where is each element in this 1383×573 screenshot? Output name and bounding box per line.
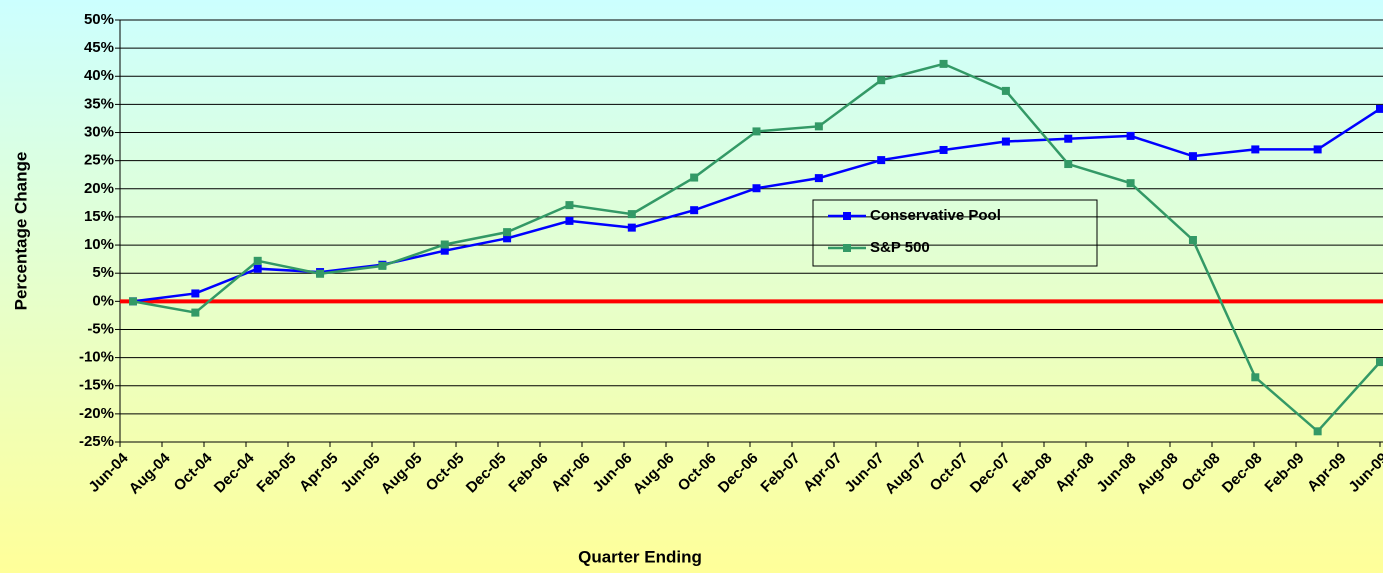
y-tick-label: 5% bbox=[92, 264, 114, 281]
marker bbox=[1376, 358, 1383, 367]
marker bbox=[253, 256, 262, 265]
legend-label: Conservative Pool bbox=[870, 207, 1001, 224]
x-tick-label: Jun-06 bbox=[589, 450, 635, 496]
marker bbox=[690, 173, 699, 182]
x-tick-label: Feb-06 bbox=[505, 450, 551, 496]
x-tick-label: Oct-06 bbox=[675, 450, 720, 495]
x-tick-label: Feb-05 bbox=[253, 450, 299, 496]
marker bbox=[939, 59, 948, 68]
legend: Conservative Pool S&P 500 bbox=[812, 199, 1098, 267]
marker bbox=[1064, 134, 1073, 143]
x-tick-label: Jun-09 bbox=[1345, 450, 1383, 496]
x-tick-label: Dec-07 bbox=[967, 450, 1014, 497]
y-tick-label: -25% bbox=[79, 433, 114, 450]
marker bbox=[1001, 137, 1010, 146]
marker bbox=[627, 210, 636, 219]
y-tick-label: 25% bbox=[84, 152, 114, 169]
marker bbox=[1251, 373, 1260, 382]
marker bbox=[627, 223, 636, 232]
marker bbox=[814, 174, 823, 183]
marker bbox=[565, 201, 574, 210]
legend-marker bbox=[843, 212, 851, 220]
x-tick-label: Aug-07 bbox=[882, 450, 930, 498]
x-tick-label: Feb-08 bbox=[1009, 450, 1055, 496]
marker bbox=[191, 289, 200, 298]
marker bbox=[503, 234, 512, 243]
marker bbox=[1126, 131, 1135, 140]
y-tick-label: -5% bbox=[87, 320, 114, 337]
y-tick-label: -10% bbox=[79, 349, 114, 366]
marker bbox=[752, 127, 761, 136]
y-tick-label: -20% bbox=[79, 405, 114, 422]
marker bbox=[877, 76, 886, 85]
x-tick-label: Jun-04 bbox=[85, 449, 132, 496]
y-tick-label: 45% bbox=[84, 39, 114, 56]
x-tick-label: Apr-09 bbox=[1304, 450, 1350, 496]
marker bbox=[378, 261, 387, 270]
x-tick-label: Oct-05 bbox=[423, 450, 468, 495]
marker bbox=[1064, 160, 1073, 169]
x-tick-label: Jun-08 bbox=[1093, 450, 1139, 496]
y-tick-label: 0% bbox=[92, 292, 114, 309]
y-tick-label: 40% bbox=[84, 67, 114, 84]
x-tick-label: Aug-08 bbox=[1134, 450, 1182, 498]
x-tick-label: Aug-05 bbox=[378, 450, 426, 498]
marker bbox=[1376, 104, 1383, 113]
x-tick-label: Dec-08 bbox=[1219, 450, 1266, 497]
y-tick-label: -15% bbox=[79, 377, 114, 394]
x-tick-label: Oct-07 bbox=[927, 450, 972, 495]
y-tick-label: 30% bbox=[84, 124, 114, 141]
y-tick-label: 35% bbox=[84, 95, 114, 112]
x-tick-label: Oct-08 bbox=[1179, 450, 1224, 495]
series-line bbox=[132, 62, 1381, 434]
marker bbox=[253, 264, 262, 273]
x-tick-label: Jun-05 bbox=[337, 450, 383, 496]
marker bbox=[191, 308, 200, 317]
x-tick-label: Dec-05 bbox=[463, 450, 510, 497]
x-tick-label: Aug-04 bbox=[126, 449, 174, 497]
marker bbox=[814, 122, 823, 131]
x-tick-label: Dec-04 bbox=[211, 449, 258, 496]
x-tick-label: Feb-07 bbox=[757, 450, 803, 496]
marker bbox=[129, 297, 137, 306]
marker bbox=[1313, 427, 1322, 436]
marker bbox=[503, 228, 512, 237]
x-tick-label: Apr-08 bbox=[1052, 450, 1098, 496]
marker bbox=[1188, 152, 1197, 161]
x-tick-label: Feb-09 bbox=[1261, 450, 1307, 496]
x-tick-label: Apr-06 bbox=[548, 450, 594, 496]
marker bbox=[1001, 86, 1010, 95]
marker bbox=[752, 184, 761, 193]
marker bbox=[690, 206, 699, 215]
x-tick-label: Aug-06 bbox=[630, 450, 678, 498]
y-tick-label: 15% bbox=[84, 208, 114, 225]
legend-label: S&P 500 bbox=[870, 239, 930, 256]
marker bbox=[440, 246, 449, 255]
y-tick-label: 10% bbox=[84, 236, 114, 253]
y-axis-label: Percentage Change bbox=[11, 152, 30, 311]
x-tick-label: Dec-06 bbox=[715, 450, 762, 497]
marker bbox=[1126, 179, 1135, 188]
y-tick-label: 50% bbox=[84, 11, 114, 28]
marker bbox=[939, 145, 948, 154]
x-tick-label: Apr-05 bbox=[296, 450, 342, 496]
marker bbox=[565, 216, 574, 225]
marker bbox=[440, 240, 449, 249]
marker bbox=[316, 269, 325, 278]
x-axis-label: Quarter Ending bbox=[578, 547, 702, 566]
y-tick-label: 20% bbox=[84, 180, 114, 197]
x-tick-label: Apr-07 bbox=[800, 450, 846, 496]
marker bbox=[1251, 145, 1260, 154]
legend-box bbox=[812, 199, 1098, 267]
marker bbox=[1313, 145, 1322, 154]
x-tick-label: Oct-04 bbox=[171, 449, 216, 494]
legend-marker bbox=[843, 244, 851, 252]
marker bbox=[1188, 236, 1197, 245]
x-tick-label: Jun-07 bbox=[841, 450, 887, 496]
marker bbox=[877, 156, 886, 165]
